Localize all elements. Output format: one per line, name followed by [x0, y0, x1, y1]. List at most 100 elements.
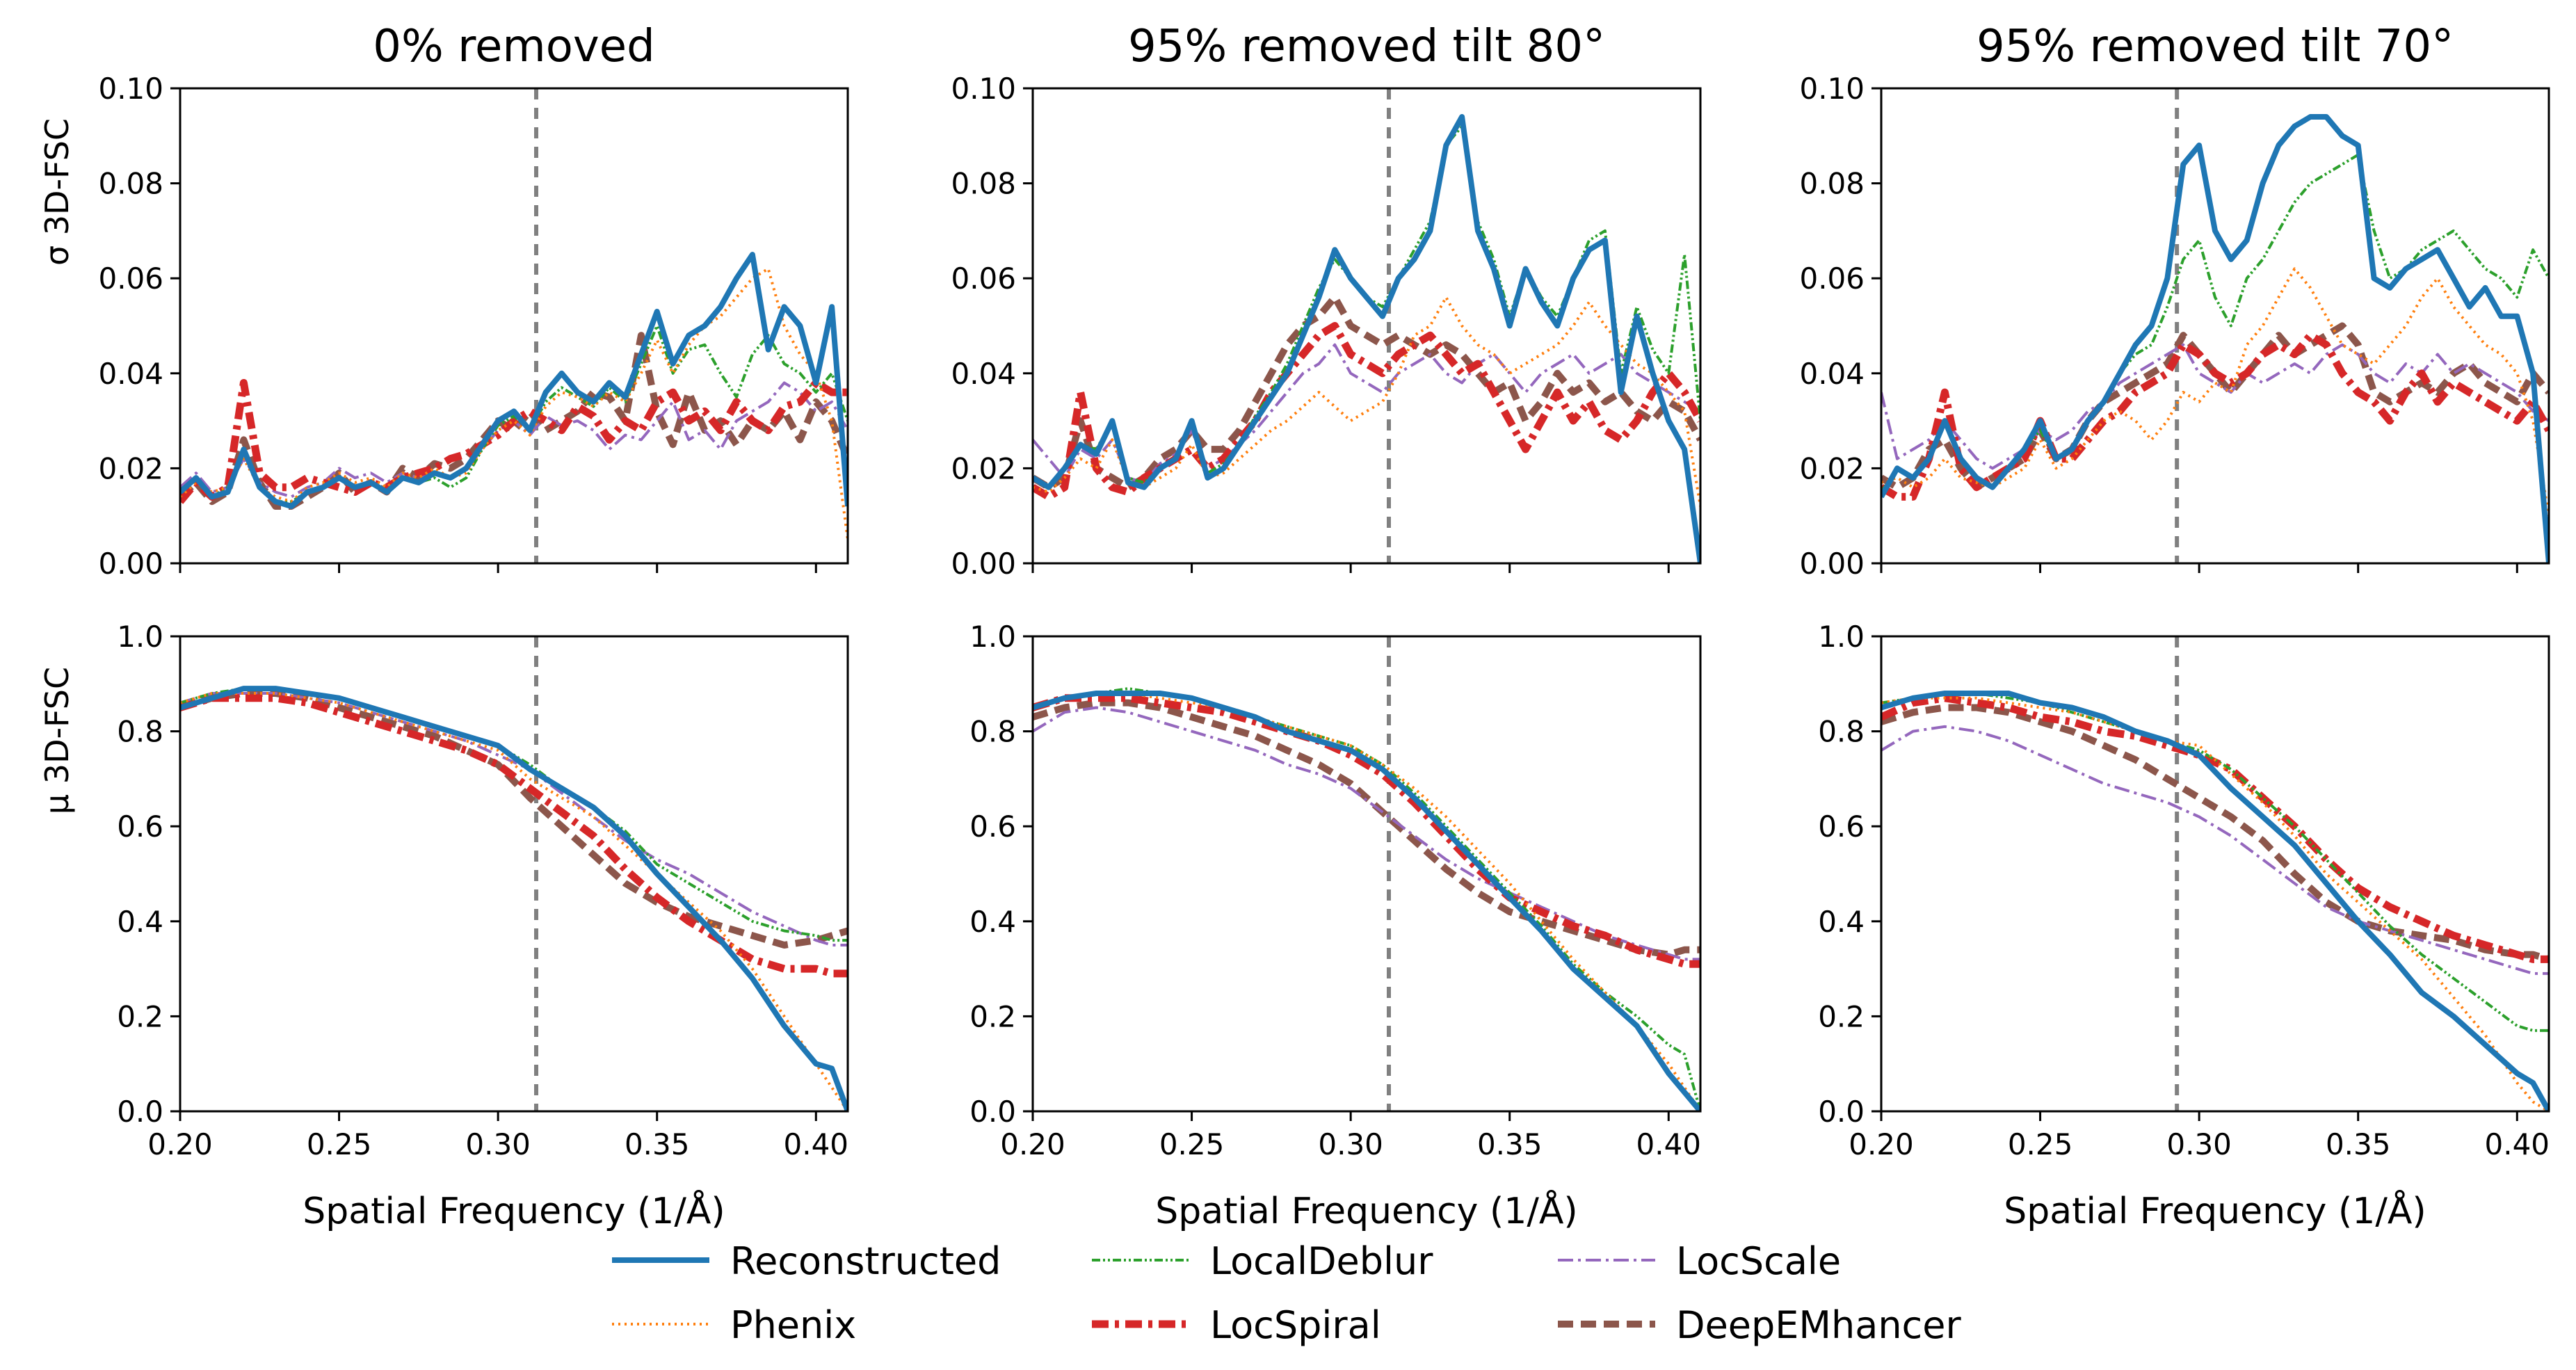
x-tick-label: 0.30 — [2166, 1127, 2232, 1161]
series-line-reconstructed — [180, 686, 848, 1111]
y-tick-label: 0.6 — [969, 809, 1016, 844]
y-tick-label: 0.8 — [117, 715, 163, 749]
x-tick-label: 0.20 — [1000, 1127, 1065, 1161]
legend-label-deepemhancer: DeepEMhancer — [1676, 1303, 1961, 1347]
y-tick-label: 0.00 — [98, 547, 163, 581]
series-line-phenix — [1033, 692, 1700, 1111]
series-line-locspiral — [1033, 322, 1700, 501]
y-tick-label: 1.0 — [969, 620, 1016, 654]
y-tick-label: 0.10 — [98, 72, 163, 106]
x-axis-label-0: Spatial Frequency (1/Å) — [303, 1191, 725, 1232]
panel-5: 0.0 0.2 0.4 0.6 0.8 1.0 0.20 0.25 0.30 0.35 0.40 — [1818, 620, 2550, 1161]
y-tick-label: 0.8 — [1818, 715, 1865, 749]
y-tick-label: 0.04 — [951, 357, 1016, 391]
x-tick-label: 0.20 — [1849, 1127, 1914, 1161]
legend-label-phenix: Phenix — [730, 1303, 857, 1347]
panel-title-0: 0% removed — [373, 21, 655, 72]
legend-item-deepemhancer: DeepEMhancer — [1551, 1296, 1996, 1352]
plot-frame — [179, 635, 849, 1113]
panel-3: 0.0 0.2 0.4 0.6 0.8 1.0 0.20 0.25 0.30 0.35 0.40 — [117, 620, 849, 1161]
x-tick-label: 0.25 — [2008, 1127, 2073, 1161]
series-line-locspiral — [1881, 694, 2549, 963]
y-tick-label: 0.08 — [98, 167, 163, 201]
series-line-localdeblur — [1033, 687, 1700, 1111]
plot-frame — [1880, 87, 2550, 565]
y-tick-label: 0.02 — [951, 451, 1016, 485]
series-line-reconstructed — [180, 252, 848, 509]
x-tick-label: 0.30 — [465, 1127, 531, 1161]
x-axis-label-1: Spatial Frequency (1/Å) — [1155, 1191, 1578, 1232]
plot-frame — [179, 87, 849, 565]
legend-item-locscale: LocScale — [1551, 1232, 1996, 1288]
x-tick-label: 0.35 — [625, 1127, 690, 1161]
series-line-locspiral — [180, 694, 848, 978]
series-line-phenix — [180, 267, 848, 540]
series-line-phenix — [1033, 296, 1700, 507]
legend-label-locscale: LocScale — [1676, 1239, 1842, 1283]
panel-2: 0.00 0.02 0.04 0.06 0.08 0.10 — [1799, 72, 2550, 581]
y-tick-label: 0.6 — [1818, 809, 1865, 844]
y-tick-label: 0.08 — [1799, 167, 1865, 201]
x-tick-label: 0.40 — [1636, 1127, 1702, 1161]
x-axis-label-2: Spatial Frequency (1/Å) — [2004, 1191, 2426, 1232]
series-line-locscale — [180, 381, 848, 499]
series-line-localdeblur — [1881, 153, 2549, 493]
y-tick-label: 0.2 — [969, 999, 1016, 1033]
series-line-localdeblur — [1881, 692, 2549, 1032]
y-tick-label: 0.0 — [1818, 1095, 1865, 1129]
y-tick-label: 0.6 — [117, 809, 163, 844]
y-tick-label: 0.06 — [98, 261, 163, 296]
y-tick-label: 0.06 — [951, 261, 1016, 296]
series-line-phenix — [1881, 696, 2549, 1111]
series-line-reconstructed — [1881, 114, 2549, 563]
legend-item-phenix: Phenix — [605, 1296, 1050, 1352]
plot-frame — [1031, 635, 1702, 1113]
series-line-deepemhancer — [1033, 293, 1700, 491]
legend-item-localdeblur: LocalDeblur — [1085, 1232, 1530, 1288]
y-tick-label: 0.2 — [1818, 999, 1865, 1033]
panel-title-1: 95% removed tilt 80° — [1127, 21, 1606, 72]
panel-title-2: 95% removed tilt 70° — [1976, 21, 2454, 72]
series-line-locscale — [180, 692, 848, 946]
y-tick-label: 0.4 — [1818, 905, 1865, 939]
x-tick-label: 0.20 — [147, 1127, 213, 1161]
x-tick-label: 0.35 — [1477, 1127, 1543, 1161]
series-line-reconstructed — [1033, 114, 1700, 563]
panel-4: 0.0 0.2 0.4 0.6 0.8 1.0 0.20 0.25 0.30 0.35 0.40 — [969, 620, 1702, 1161]
series-line-locspiral — [1881, 331, 2549, 501]
y-tick-label: 0.10 — [1799, 72, 1865, 106]
series-line-reconstructed — [1033, 691, 1700, 1111]
y-tick-label: 0.4 — [969, 905, 1016, 939]
series-line-deepemhancer — [1881, 322, 2549, 491]
series-line-reconstructed — [1881, 691, 2549, 1111]
x-tick-label: 0.40 — [784, 1127, 849, 1161]
x-tick-label: 0.35 — [2326, 1127, 2391, 1161]
y-tick-label: 0.4 — [117, 905, 163, 939]
y-tick-label: 0.8 — [969, 715, 1016, 749]
series-line-deepemhancer — [1881, 704, 2549, 963]
legend-item-locspiral: LocSpiral — [1085, 1296, 1530, 1352]
y-tick-label: 0.02 — [98, 451, 163, 485]
y-tick-label: 1.0 — [1818, 620, 1865, 654]
legend-item-reconstructed: Reconstructed — [605, 1232, 1050, 1288]
y-tick-label: 0.2 — [117, 999, 163, 1033]
plot-frame — [1031, 87, 1702, 565]
panel-0: 0.00 0.02 0.04 0.06 0.08 0.10 — [98, 72, 849, 581]
series-line-phenix — [180, 692, 848, 1111]
series-line-locscale — [1033, 706, 1700, 961]
series-line-deepemhancer — [1033, 699, 1700, 958]
y-tick-label: 0.08 — [951, 167, 1016, 201]
x-tick-label: 0.40 — [2485, 1127, 2550, 1161]
y-tick-label: 0.06 — [1799, 261, 1865, 296]
y-tick-label: 0.00 — [951, 547, 1016, 581]
x-tick-label: 0.25 — [1159, 1127, 1225, 1161]
legend-label-locspiral: LocSpiral — [1210, 1303, 1381, 1347]
series-line-locscale — [1881, 343, 2549, 470]
y-tick-label: 0.02 — [1799, 451, 1865, 485]
legend-label-reconstructed: Reconstructed — [730, 1239, 1001, 1283]
panel-1: 0.00 0.02 0.04 0.06 0.08 0.10 — [951, 72, 1702, 581]
y-tick-label: 0.00 — [1799, 547, 1865, 581]
series-line-locscale — [1033, 343, 1700, 484]
